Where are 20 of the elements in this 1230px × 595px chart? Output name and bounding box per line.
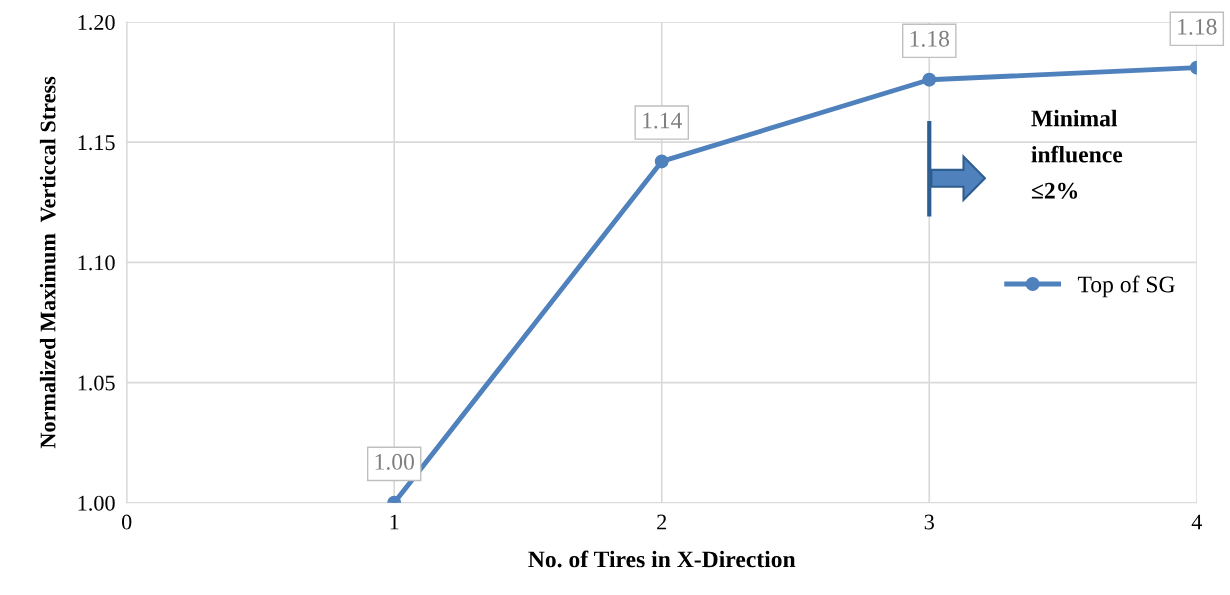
point bbox=[654, 154, 669, 169]
x-tick-label: 1 bbox=[390, 514, 399, 530]
y-tick-label: 1.05 bbox=[78, 375, 115, 391]
y-tick-label: 1.10 bbox=[78, 255, 115, 271]
point bbox=[922, 72, 937, 87]
y-tick-label: 1.00 bbox=[78, 495, 115, 511]
x-tick-label: 3 bbox=[924, 514, 934, 530]
x-tick-label: 0 bbox=[121, 514, 132, 530]
x-axis-title: No. of Tires in X-Direction bbox=[528, 550, 796, 568]
data-label: 1.00 bbox=[375, 453, 414, 470]
y-tick-label: 1.20 bbox=[78, 14, 115, 31]
annotation: Minimal influence ≤2% bbox=[1031, 109, 1123, 199]
x-tick-label: 4 bbox=[1191, 514, 1202, 530]
y-axis-title: Normalized Maximum Verticcal Stress bbox=[39, 76, 56, 449]
legend-label: Top of SG bbox=[1077, 275, 1175, 298]
x-tick-label: 2 bbox=[657, 514, 667, 530]
data-label: 1.14 bbox=[643, 112, 683, 129]
data-label: 1.18 bbox=[910, 30, 950, 47]
data-label: 1.18 bbox=[1178, 18, 1217, 35]
y-tick-label: 1.15 bbox=[78, 135, 115, 151]
